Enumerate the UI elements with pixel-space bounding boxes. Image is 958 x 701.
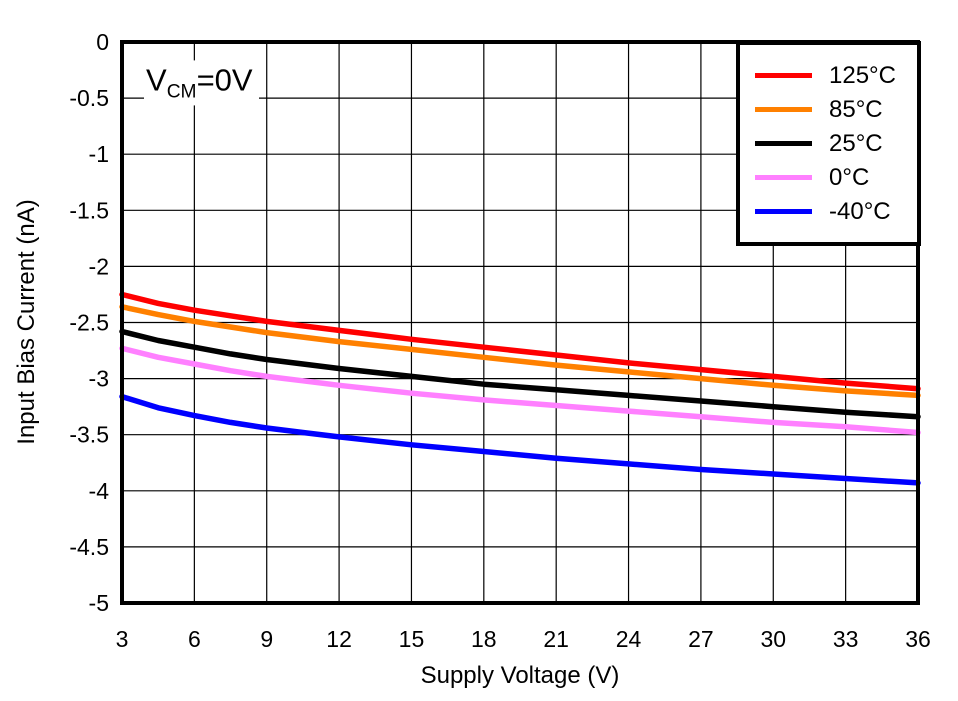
legend-entry: 25°C bbox=[755, 127, 917, 161]
series-line-85°C bbox=[119, 304, 921, 399]
series-line--40°C bbox=[119, 393, 921, 486]
legend-label: -40°C bbox=[829, 197, 891, 225]
legend-swatch-icon bbox=[755, 209, 812, 214]
y-tick-label: -2.5 bbox=[69, 310, 109, 336]
y-tick-label: -3 bbox=[89, 366, 109, 392]
x-tick-label: 15 bbox=[399, 626, 425, 652]
annotation-base: V bbox=[146, 62, 167, 98]
x-tick-label: 24 bbox=[616, 626, 642, 652]
y-tick-label: 0 bbox=[96, 29, 109, 55]
legend: 125°C 85°C 25°C 0°C -40°C bbox=[736, 41, 921, 246]
series-line-25°C bbox=[119, 328, 921, 420]
legend-label: 0°C bbox=[829, 163, 870, 191]
annotation-subscript: CM bbox=[166, 81, 197, 103]
y-tick-label: -5 bbox=[89, 590, 109, 616]
annotation-rest: =0V bbox=[196, 62, 253, 98]
x-tick-label: 12 bbox=[326, 626, 352, 652]
vcm-annotation: VCM=0V bbox=[144, 60, 259, 106]
legend-swatch-icon bbox=[755, 107, 812, 112]
legend-entry: 125°C bbox=[755, 59, 917, 93]
legend-swatch-icon bbox=[755, 141, 812, 146]
x-tick-label: 3 bbox=[116, 626, 129, 652]
y-tick-label: -2 bbox=[89, 253, 109, 279]
y-tick-label: -4.5 bbox=[69, 534, 109, 560]
x-tick-label: 18 bbox=[471, 626, 497, 652]
x-axis-title: Supply Voltage (V) bbox=[420, 662, 620, 689]
x-tick-label: 27 bbox=[688, 626, 714, 652]
y-tick-label: -1 bbox=[89, 141, 109, 167]
legend-swatch-icon bbox=[755, 175, 812, 180]
x-tick-label: 30 bbox=[760, 626, 786, 652]
y-axis-title: Input Bias Current (nA) bbox=[13, 199, 40, 445]
x-tick-label: 33 bbox=[833, 626, 859, 652]
series-line-125°C bbox=[119, 291, 921, 392]
legend-entry: -40°C bbox=[755, 195, 917, 229]
y-tick-label: -4 bbox=[89, 478, 110, 504]
legend-label: 25°C bbox=[829, 129, 883, 157]
legend-label: 85°C bbox=[829, 95, 883, 123]
x-tick-label: 21 bbox=[543, 626, 569, 652]
legend-entry: 0°C bbox=[755, 161, 917, 195]
x-tick-label: 9 bbox=[260, 626, 273, 652]
legend-label: 125°C bbox=[829, 61, 896, 89]
series-line-0°C bbox=[119, 345, 921, 436]
y-tick-label: -0.5 bbox=[69, 85, 109, 111]
legend-entry: 85°C bbox=[755, 93, 917, 127]
y-tick-label: -1.5 bbox=[69, 197, 109, 223]
y-tick-label: -3.5 bbox=[69, 422, 109, 448]
plot-border bbox=[120, 40, 920, 605]
legend-swatch-icon bbox=[755, 73, 812, 78]
x-tick-label: 36 bbox=[905, 626, 931, 652]
x-tick-label: 6 bbox=[188, 626, 201, 652]
